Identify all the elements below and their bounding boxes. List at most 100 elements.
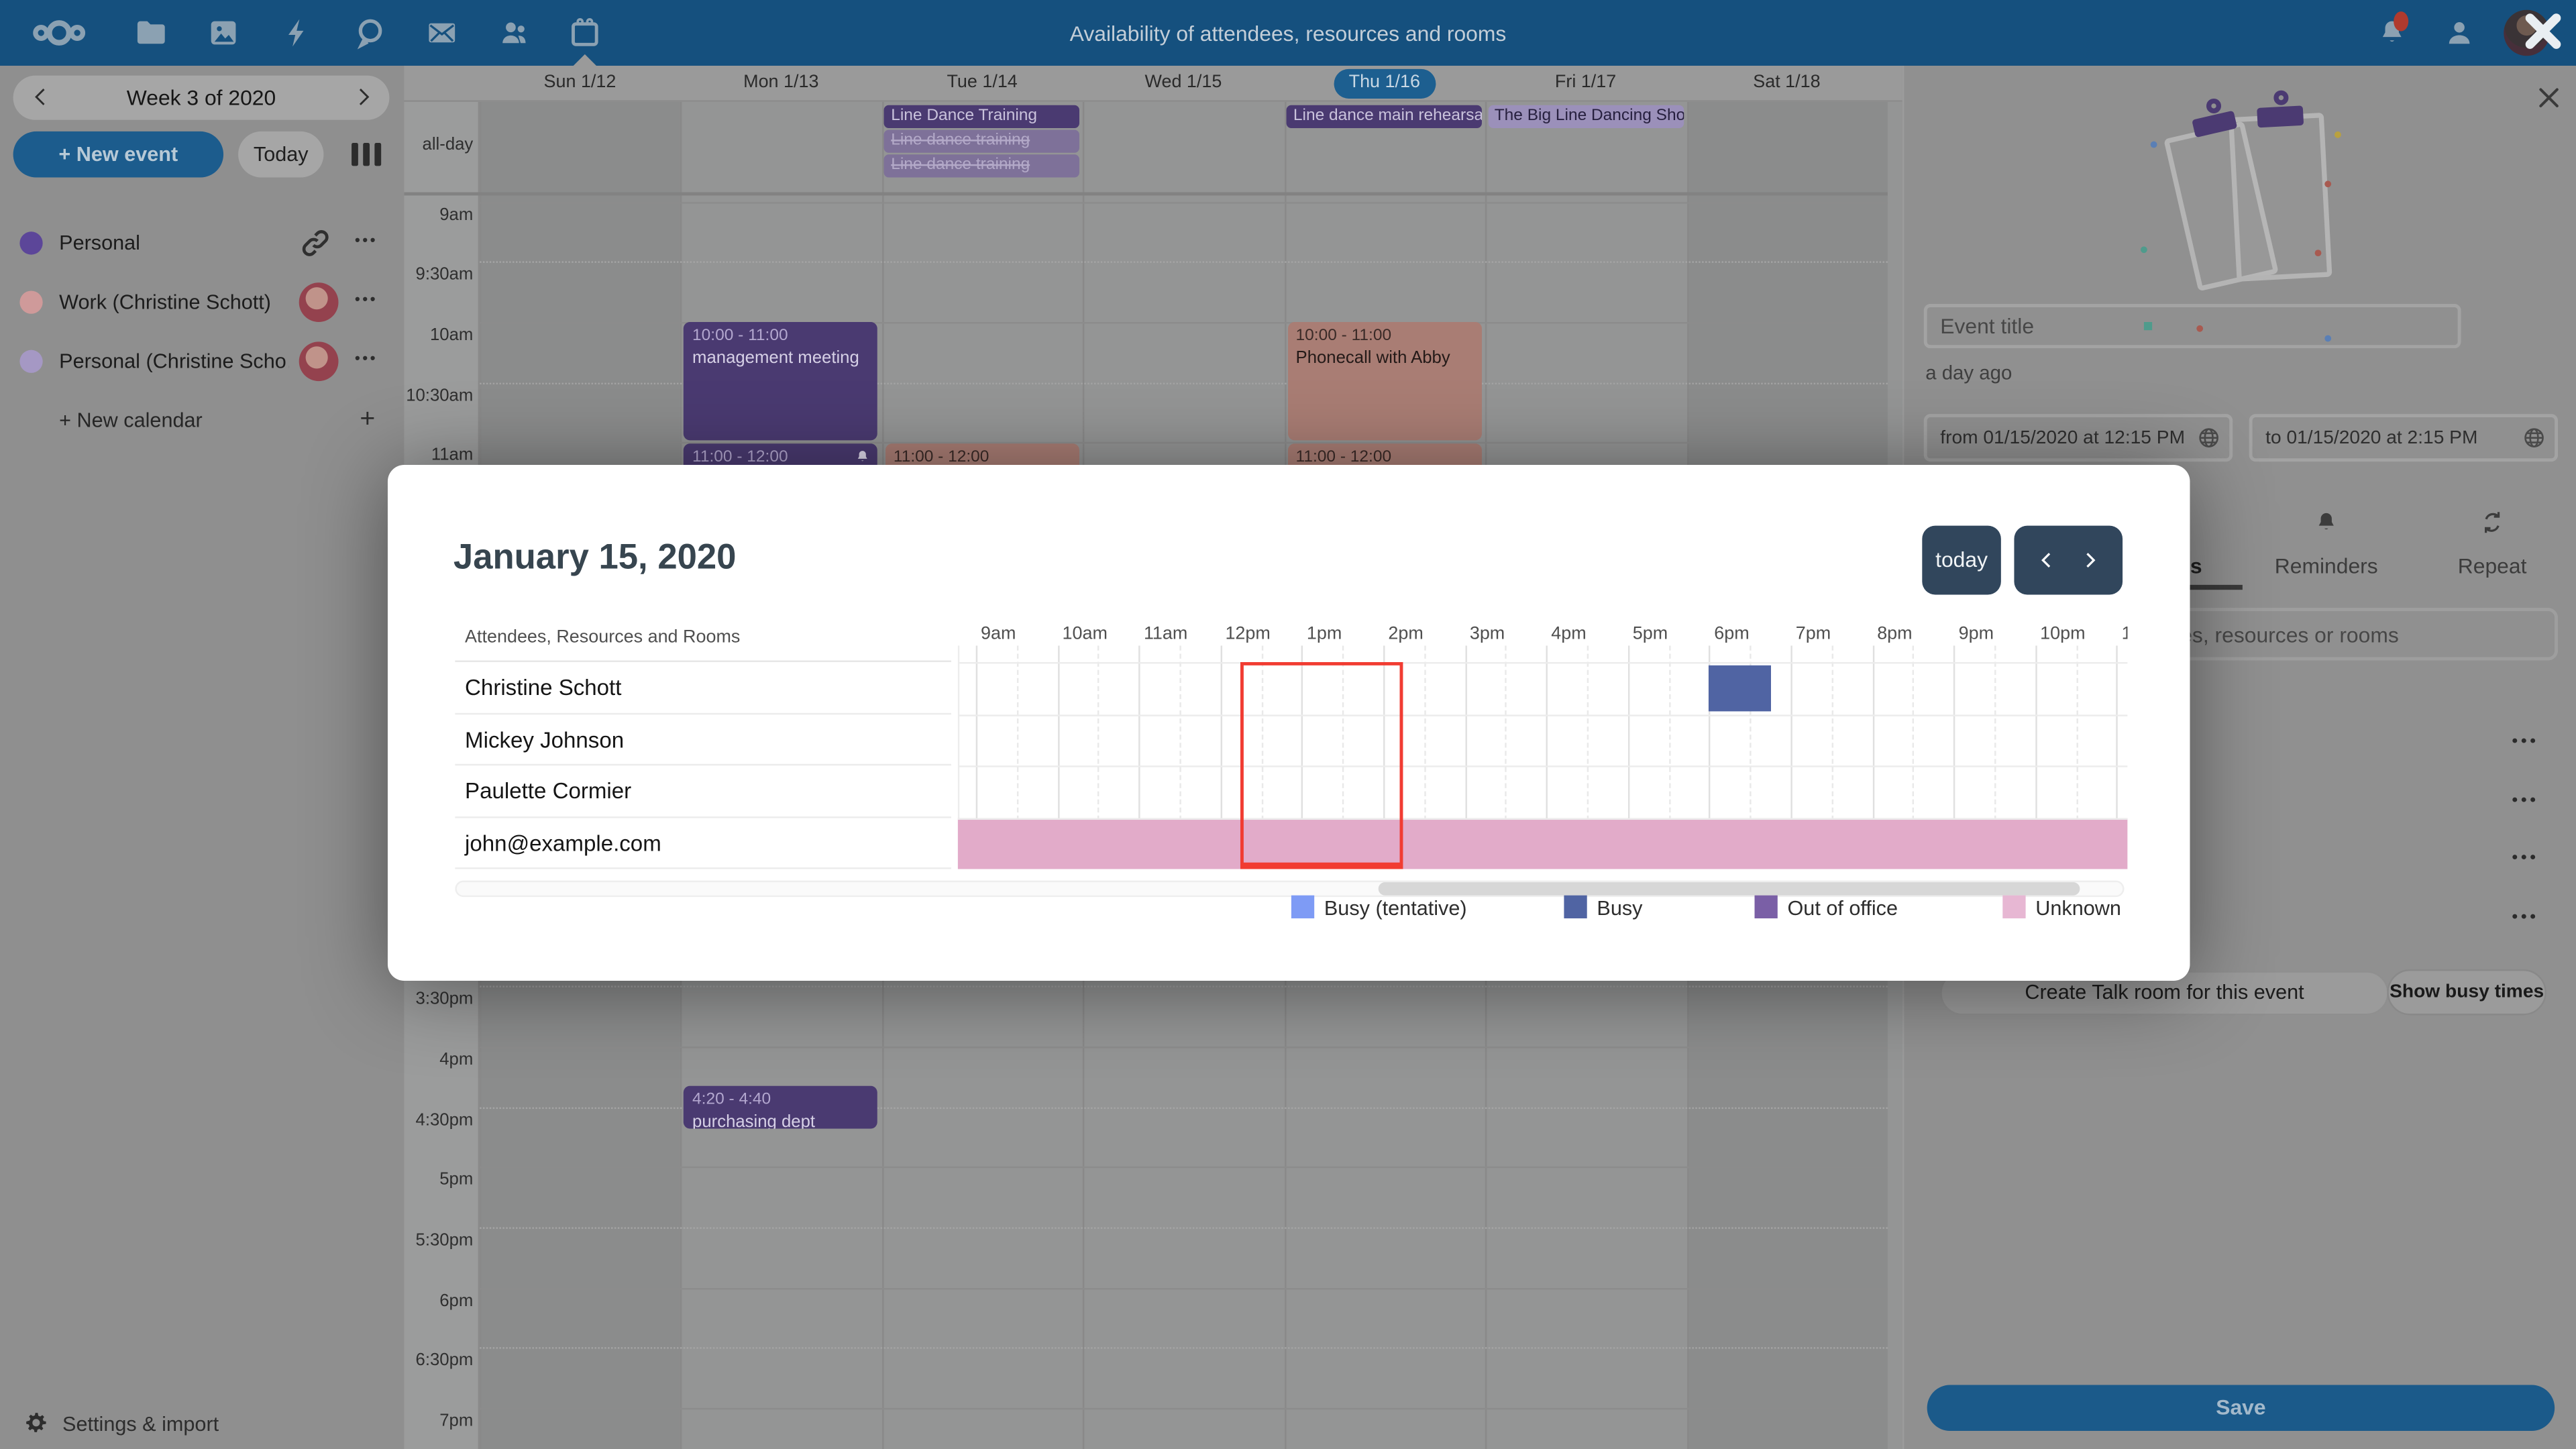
avatar-x-icon — [2524, 11, 2563, 51]
to-datetime-field[interactable] — [2249, 414, 2559, 462]
tab-repeat[interactable]: Repeat — [2410, 509, 2575, 578]
modal-date-title: January 15, 2020 — [453, 537, 737, 577]
new-calendar-button[interactable]: + New calendar + — [0, 402, 404, 442]
calendar-list-item[interactable]: Personal ••• — [0, 219, 404, 268]
half-hour-gridline — [1994, 645, 1996, 869]
timezone-globe-icon[interactable] — [2522, 425, 2546, 450]
event-time: 11:00 - 12:00 — [692, 448, 788, 467]
all-day-event[interactable]: Line dance training — [884, 154, 1080, 178]
chevron-right-icon[interactable] — [2080, 550, 2099, 570]
half-hour-gridline — [1587, 645, 1589, 869]
hour-line — [480, 1167, 1888, 1169]
today-pill — [1333, 68, 1436, 99]
attendee-actions-menu[interactable]: ••• — [2512, 908, 2539, 927]
hour-gridline — [1872, 645, 1874, 869]
all-day-event[interactable]: Line dance main rehearsal — [1287, 105, 1483, 129]
next-week-button[interactable] — [352, 85, 374, 108]
attendee-row-name: Christine Schott — [455, 662, 951, 714]
calendar-name: Work (Christine Schott) — [59, 290, 272, 314]
time-label: 6pm — [439, 1291, 474, 1311]
day-header: Tue 1/14 — [947, 72, 1018, 93]
modal-time-label: 12pm — [1225, 624, 1271, 645]
half-hour-line — [480, 1227, 1888, 1229]
show-busy-times-button[interactable]: Show busy times — [2387, 969, 2546, 1016]
close-icon[interactable] — [2536, 85, 2561, 110]
photos-icon[interactable] — [207, 16, 240, 49]
contacts-icon[interactable] — [498, 16, 531, 49]
row-separator — [957, 714, 2128, 716]
tab-reminders[interactable]: Reminders — [2244, 509, 2408, 578]
modal-time-label: 11pm — [2122, 625, 2128, 644]
hour-gridline — [2116, 645, 2118, 869]
attendee-actions-menu[interactable]: ••• — [2512, 733, 2539, 751]
chevron-left-icon[interactable] — [2037, 550, 2057, 570]
left-sidebar: Week 3 of 2020 + New event Today Persona… — [0, 65, 405, 1449]
hour-gridline — [1709, 645, 1711, 869]
horizontal-scrollbar[interactable] — [455, 880, 2125, 898]
modal-today-button[interactable]: today — [1922, 525, 2001, 595]
share-link-icon[interactable] — [299, 227, 332, 260]
all-day-event[interactable]: Line Dance Training — [884, 105, 1080, 129]
attendee-row-name: Paulette Cormier — [455, 765, 951, 818]
half-hour-gridline — [1260, 645, 1263, 869]
scrollbar-thumb[interactable] — [1378, 882, 2080, 896]
new-event-button[interactable]: + New event — [13, 131, 224, 178]
save-button[interactable]: Save — [1927, 1385, 2555, 1432]
notifications-bell-icon[interactable] — [2375, 11, 2409, 49]
activity-icon[interactable] — [281, 16, 314, 49]
attendee-actions-menu[interactable]: ••• — [2512, 849, 2539, 868]
calendar-owner-avatar — [299, 282, 339, 323]
top-bar: Availability of attendees, resources and… — [0, 0, 2576, 66]
all-day-event[interactable]: The Big Line Dancing Show — [1487, 105, 1684, 129]
attendee-actions-menu[interactable]: ••• — [2512, 792, 2539, 810]
half-hour-gridline — [1097, 645, 1100, 869]
hour-line — [480, 1046, 1888, 1048]
files-icon[interactable] — [135, 16, 168, 49]
talk-icon[interactable] — [354, 16, 386, 50]
calendar-color-dot[interactable] — [19, 231, 43, 255]
modal-time-label: 9am — [981, 624, 1016, 645]
page-title: Availability of attendees, resources and… — [1069, 21, 1507, 46]
mail-icon[interactable] — [425, 16, 458, 49]
today-button[interactable]: Today — [238, 131, 324, 178]
hour-gridline — [1301, 645, 1303, 869]
time-label: 11am — [431, 445, 474, 466]
nextcloud-logo-icon[interactable] — [23, 16, 95, 49]
view-toggle-icon[interactable] — [350, 142, 383, 168]
week-label: Week 3 of 2020 — [126, 85, 276, 111]
timezone-globe-icon[interactable] — [2196, 425, 2221, 450]
event-title-input[interactable] — [1923, 304, 2461, 349]
calendar-list-item[interactable]: Personal (Christine Scho… ••• — [0, 337, 404, 386]
calendar-icon[interactable] — [568, 16, 601, 49]
hour-gridline — [1057, 645, 1059, 869]
event-title: purchasing dept — [692, 1112, 816, 1129]
from-datetime-field[interactable] — [1923, 414, 2233, 462]
hour-gridline — [1790, 645, 1792, 869]
calendar-actions-menu[interactable]: ••• — [354, 350, 378, 367]
modal-time-label: 11am — [1143, 624, 1188, 645]
settings-import[interactable]: Settings & import — [0, 1403, 404, 1446]
time-label: 4:30pm — [415, 1110, 474, 1130]
hour-line — [480, 442, 1888, 445]
all-day-event[interactable]: Line dance training — [884, 129, 1080, 153]
modal-time-label: 5pm — [1632, 624, 1668, 645]
time-label: 9am — [439, 204, 474, 225]
reminder-bell-icon — [855, 449, 871, 465]
half-hour-gridline — [1750, 645, 1752, 869]
calendar-actions-menu[interactable]: ••• — [354, 290, 378, 307]
time-label: 10:30am — [406, 385, 474, 406]
calendar-event[interactable]: 10:00 - 11:00 management meeting — [684, 322, 878, 441]
hour-gridline — [1546, 645, 1548, 869]
calendar-event[interactable]: 10:00 - 11:00 Phonecall with Abby — [1287, 322, 1482, 441]
calendar-color-dot[interactable] — [19, 290, 43, 314]
calendar-actions-menu[interactable]: ••• — [354, 231, 378, 248]
calendar-name: Personal (Christine Scho… — [59, 350, 290, 373]
contacts-menu-icon[interactable] — [2443, 16, 2476, 49]
day-header: Fri 1/17 — [1554, 72, 1617, 93]
time-label: 7pm — [439, 1411, 474, 1432]
previous-week-button[interactable] — [30, 85, 52, 108]
calendar-list-item[interactable]: Work (Christine Schott) ••• — [0, 278, 404, 327]
calendar-event[interactable]: 4:20 - 4:40 purchasing dept — [684, 1085, 878, 1129]
calendar-color-dot[interactable] — [19, 350, 43, 373]
legend-label: Busy — [1597, 897, 1643, 920]
